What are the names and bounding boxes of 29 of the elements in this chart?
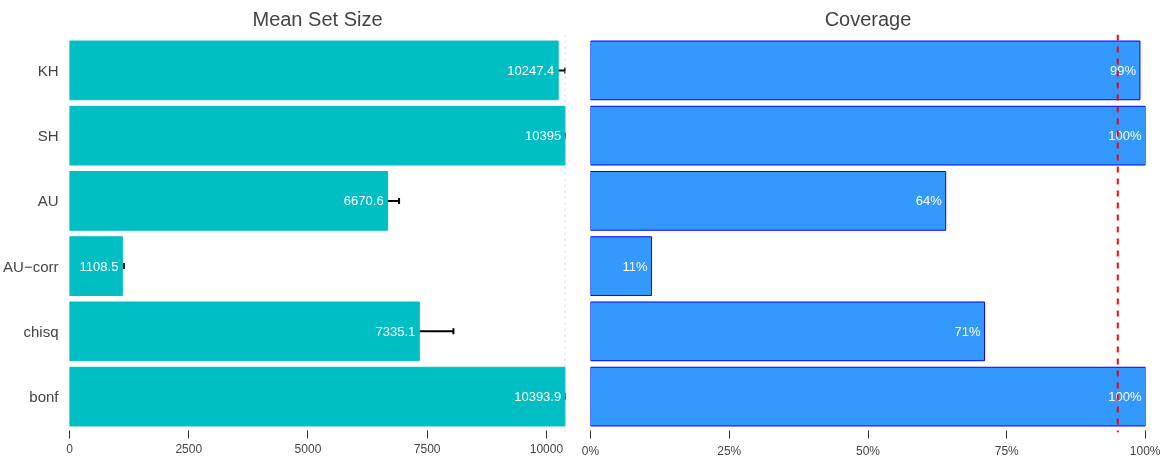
x-tick-label: 0	[66, 441, 74, 456]
data-label: 11%	[622, 258, 648, 274]
y-tick-label: AU−corr	[3, 257, 59, 275]
x-tick-label: 25%	[717, 443, 742, 458]
y-tick-label: KH	[37, 61, 59, 79]
y-tick-label: chisq	[23, 322, 59, 340]
data-label: 10393.9	[514, 389, 562, 405]
y-tick-label: bonf	[29, 388, 60, 406]
y-tick-label: SH	[37, 127, 59, 145]
data-label: 1108.5	[79, 258, 119, 274]
x-tick-label: 5000	[294, 441, 322, 456]
x-tick-label: 50%	[855, 443, 881, 458]
x-tick-label: 0%	[581, 443, 600, 458]
data-label: 71%	[954, 323, 981, 339]
data-label: 100%	[1108, 128, 1142, 144]
data-label: 10395	[525, 128, 562, 144]
y-tick-label: AU	[37, 192, 59, 210]
x-tick-label: 100%	[1129, 443, 1161, 458]
x-tick-label: 75%	[994, 443, 1020, 458]
data-label: 99%	[1109, 62, 1137, 78]
data-label: 6670.6	[343, 193, 384, 209]
chart-title: Mean Set Size	[252, 7, 383, 30]
data-label: 10247.4	[507, 62, 555, 78]
data-label: 7335.1	[375, 323, 416, 339]
x-tick-label: 7500	[413, 441, 441, 456]
x-tick-label: 10000	[529, 441, 564, 456]
chart-title: Coverage	[824, 7, 912, 30]
data-label: 64%	[915, 193, 943, 209]
x-tick-label: 2500	[175, 441, 203, 456]
